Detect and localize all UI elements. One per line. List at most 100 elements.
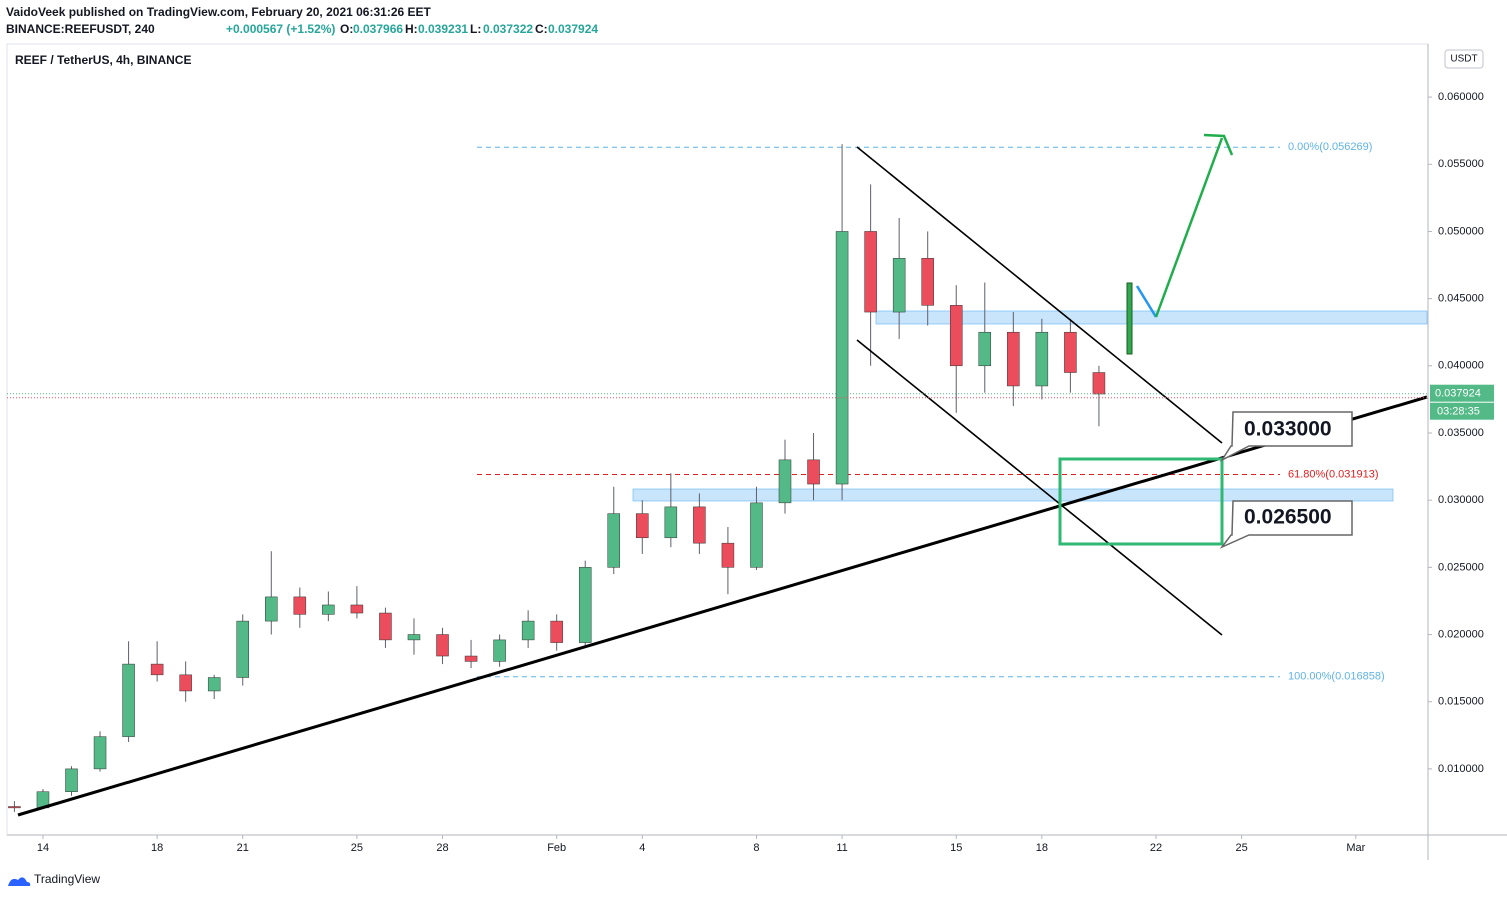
candle-body [1064,331,1077,373]
candle-body [493,639,506,662]
axes: 0.010000 0.015000 0.020000 0.025000 0.030000… [7,91,1494,854]
countdown: 03:28:35 [1437,406,1480,418]
candle-body [750,502,763,568]
countdown-badge [1430,402,1494,420]
candle-body [1092,372,1106,395]
fib-label: 0.00%(0.056269) [1288,141,1372,153]
brand-name: TradingView [34,872,100,886]
ohlc-value: 0.039231 [418,22,468,36]
ohlc-key: C: [535,22,548,36]
symbol: BINANCE:REEFUSDT, 240 [6,22,155,36]
candle-body [179,674,192,692]
x-tick-label: 14 [37,842,49,854]
x-tick-label: 25 [351,842,363,854]
y-tick-label: 0.020000 [1438,628,1484,640]
callout-box [1219,411,1353,462]
arrow-head [1203,133,1234,156]
brand: TradingView [8,872,100,886]
candle-body [521,620,535,641]
y-tick-label: 0.035000 [1438,427,1484,439]
channel-bottom [856,339,1223,636]
candle-body [892,258,906,313]
x-tick-label: 18 [151,842,163,854]
y-tick-label: 0.015000 [1438,696,1484,708]
x-tick-label: 28 [436,842,448,854]
x-tick-label: 18 [1036,842,1048,854]
trendline [17,395,1428,817]
unit-badge[interactable] [1444,49,1484,69]
ohlc-value: 0.037924 [548,22,598,36]
candle-body [293,596,307,615]
candle-body [835,231,849,485]
change: +0.000567 (+1.52%) [226,22,335,36]
candle-body [407,634,421,641]
candle-body [122,663,135,737]
candle-body [207,677,221,692]
channel-top [856,146,1223,444]
drawings: 0.033000 0.026500 [17,133,1428,817]
y-tick-label: 0.040000 [1438,360,1484,372]
candle-body [350,604,364,614]
ohlc-key: O: [340,22,353,36]
candle-body [322,604,335,615]
unit: USDT [1450,54,1477,65]
callout: 0.033000 [1244,418,1332,441]
target-box [1058,457,1224,546]
projection-dip [1135,285,1158,318]
x-tick-label: 11 [836,842,847,854]
ohlc-line: BINANCE:REEFUSDT, 240 +0.000567 (+1.52%)… [6,22,598,36]
candle-body [664,506,678,539]
fib-levels: 0.00%(0.056269) 61.80%(0.031913) 100.00%(0… [477,141,1385,683]
candle-body [978,331,992,367]
x-tick-label: 15 [950,842,962,854]
x-tick-label: 8 [753,842,759,854]
y-tick-label: 0.045000 [1438,293,1484,305]
ohlc-key: H: [405,22,418,36]
y-tick-label: 0.050000 [1438,225,1484,237]
fib-label: 61.80%(0.031913) [1288,468,1379,480]
x-tick-label: 25 [1236,842,1248,854]
candle-body [1035,331,1049,387]
ohlc-key: L: [470,22,481,36]
publisher: VaidoVeek published on TradingView.com, … [6,5,432,19]
candle-body [550,620,563,643]
x-tick-label: 22 [1150,842,1162,854]
ohlc-value: 0.037322 [483,22,533,36]
candle-body [807,459,820,485]
support-zone [632,488,1394,502]
ohlc-value: 0.037966 [353,22,403,36]
candles [8,144,1106,812]
x-tick-label: Feb [547,842,566,854]
y-tick-label: 0.025000 [1438,561,1484,573]
candle-body [93,736,107,770]
logo [8,877,31,886]
candle-body [921,258,934,306]
candle-body [693,506,706,544]
last-price-label: 0.037924 [1435,388,1481,400]
projection-arrow [1154,137,1224,318]
candle-body [265,596,278,622]
chart-title: REEF / TetherUS, 4h, BINANCE [15,53,191,67]
y-tick-label: 0.055000 [1438,158,1484,170]
candle-body [949,305,963,367]
candle-body [1007,331,1020,387]
candle-body [721,542,735,568]
y-tick-label: 0.030000 [1438,494,1484,506]
candle-body [8,806,21,809]
candle-body [150,663,164,676]
projection-bar [1126,282,1133,355]
x-tick-label: 4 [639,842,645,854]
candle-body [464,655,478,662]
candle-body [379,612,392,641]
x-tick-label: Mar [1346,842,1365,854]
callout-box [1219,500,1353,549]
candle-body [778,459,792,504]
candle-body [864,231,877,313]
candle-body [578,567,592,643]
candle-body [436,634,449,657]
candle-body [236,620,249,678]
candle-body [607,513,621,568]
last-price-badge [1430,384,1494,402]
